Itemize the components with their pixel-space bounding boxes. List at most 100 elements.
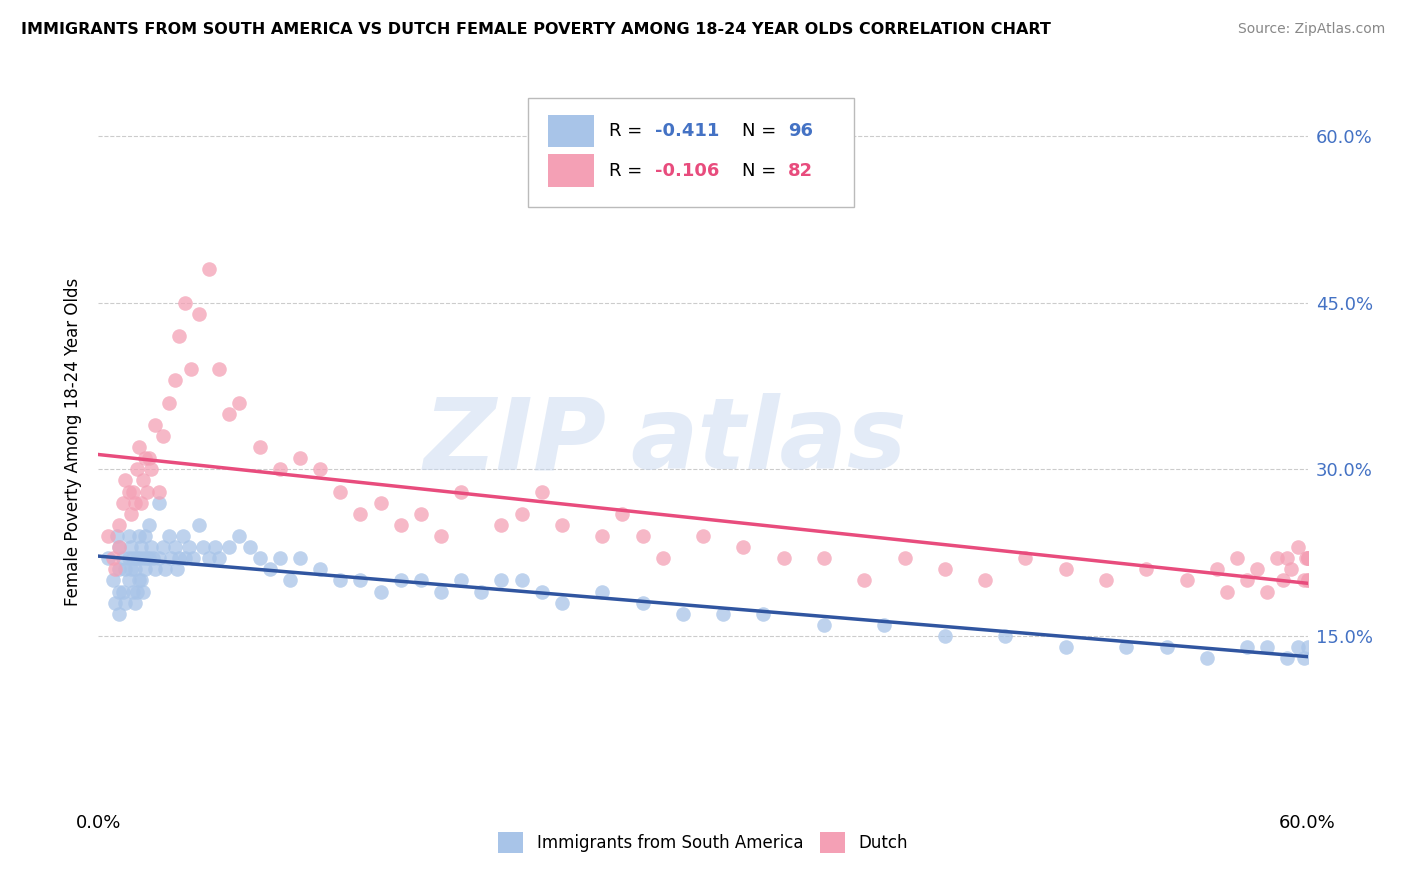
Text: Source: ZipAtlas.com: Source: ZipAtlas.com [1237,22,1385,37]
Point [510,507,533,521]
Point [208,362,231,376]
Point [1292,574,1315,588]
Point [148,496,170,510]
Point [651,551,673,566]
Point [853,574,876,588]
Point [125,462,148,476]
Point [1095,574,1118,588]
Point [114,562,136,576]
Point [1296,574,1319,588]
Point [128,574,150,588]
Point [157,395,180,409]
Text: R =: R = [609,161,648,179]
Point [813,551,835,566]
Point [174,551,197,566]
Point [389,574,412,588]
Point [128,440,150,454]
Point [134,562,156,576]
Point [259,562,281,576]
Point [129,540,152,554]
Point [873,618,896,632]
Point [239,540,262,554]
Point [138,551,160,566]
Point [174,295,197,310]
Point [132,584,155,599]
Text: N =: N = [742,122,782,140]
Point [1216,584,1239,599]
Point [491,517,513,532]
Point [180,362,202,376]
Point [631,596,654,610]
Point [1281,562,1303,576]
Point [591,529,613,543]
Text: N =: N = [742,161,782,179]
Point [813,618,835,632]
Legend: Immigrants from South America, Dutch: Immigrants from South America, Dutch [492,826,914,860]
Point [208,551,231,566]
Point [470,584,492,599]
Point [329,484,352,499]
Point [1286,640,1309,655]
Point [772,551,794,566]
Point [120,562,142,576]
Point [329,574,352,588]
Point [530,584,553,599]
Point [1256,640,1278,655]
Point [103,562,125,576]
Point [138,451,160,466]
Point [349,507,371,521]
Point [1115,640,1137,655]
Point [1156,640,1178,655]
Point [143,562,166,576]
FancyBboxPatch shape [527,98,855,207]
Point [160,551,183,566]
Text: -0.411: -0.411 [655,122,718,140]
Point [188,517,211,532]
Point [134,451,156,466]
Point [711,607,734,621]
Point [181,551,204,566]
Point [166,562,188,576]
Point [430,529,453,543]
Point [118,551,141,566]
Text: 96: 96 [787,122,813,140]
Point [1296,551,1319,566]
Point [591,584,613,599]
Point [218,407,240,421]
Text: ZIP: ZIP [423,393,606,490]
FancyBboxPatch shape [548,154,595,186]
Point [138,517,160,532]
Point [1246,562,1268,576]
Point [1277,551,1299,566]
Point [409,507,432,521]
Text: -0.106: -0.106 [655,161,718,179]
Point [107,540,129,554]
Point [204,540,226,554]
Point [1014,551,1036,566]
Point [107,584,129,599]
Point [135,484,157,499]
Point [114,596,136,610]
Point [105,529,128,543]
Point [121,484,143,499]
Point [121,551,143,566]
Point [1296,551,1319,566]
Point [389,517,412,532]
Point [1236,640,1258,655]
Point [139,462,162,476]
Point [101,551,124,566]
Point [121,584,143,599]
Point [107,517,129,532]
Point [974,574,997,588]
Point [228,529,250,543]
Point [1226,551,1249,566]
Point [1296,574,1319,588]
Point [672,607,695,621]
Point [128,551,150,566]
Point [139,540,162,554]
Y-axis label: Female Poverty Among 18-24 Year Olds: Female Poverty Among 18-24 Year Olds [65,277,83,606]
Point [1256,584,1278,599]
Point [893,551,915,566]
Point [148,484,170,499]
Point [101,574,124,588]
